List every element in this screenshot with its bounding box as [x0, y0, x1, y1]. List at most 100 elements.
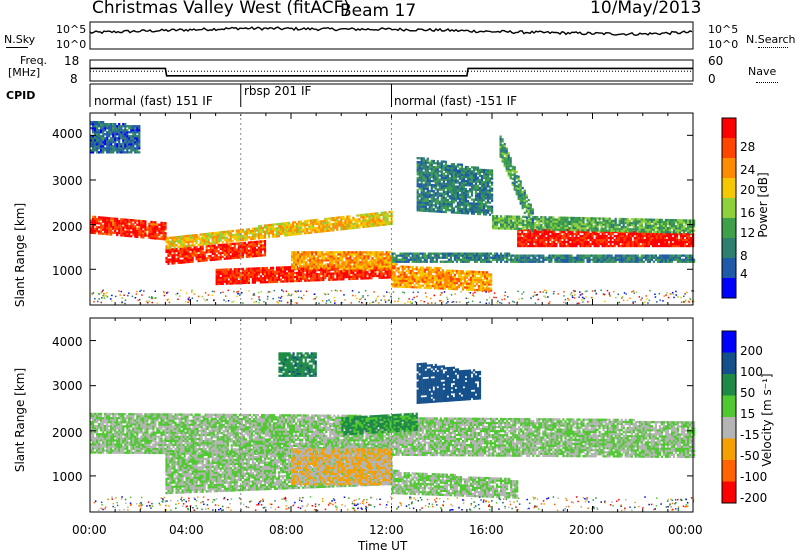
- power-cell: [181, 249, 184, 252]
- power-cell: [104, 125, 107, 128]
- power-cell: [318, 277, 321, 280]
- power-cell: [339, 263, 342, 266]
- power-cell: [231, 250, 234, 254]
- power-cell: [421, 266, 424, 269]
- power-cell: [373, 251, 376, 254]
- power-cell: [346, 217, 349, 220]
- power-cell: [661, 236, 664, 240]
- power-cell: [652, 254, 655, 257]
- power-cell: [171, 262, 174, 265]
- power-cell: [349, 263, 352, 266]
- power-cell: [634, 224, 637, 227]
- power-cell: [451, 271, 454, 274]
- power-cell: [677, 242, 681, 246]
- power-cell: [579, 240, 582, 244]
- power-cell: [92, 141, 95, 144]
- power-cell: [265, 268, 269, 272]
- power-cell: [525, 234, 528, 238]
- power-cell: [114, 125, 117, 128]
- power-cell: [110, 219, 113, 222]
- power-cell: [267, 280, 271, 284]
- power-cell: [365, 251, 368, 254]
- power-cell: [384, 272, 387, 275]
- power-cell: [589, 238, 592, 242]
- power-cell: [205, 232, 208, 236]
- power-cell: [195, 248, 198, 251]
- power-cell: [467, 256, 471, 259]
- power-cell: [401, 254, 404, 257]
- power-cell: [160, 229, 163, 233]
- power-cell: [110, 129, 113, 132]
- power-cell: [562, 218, 565, 221]
- power-cell: [284, 274, 287, 277]
- power-cell: [329, 253, 332, 256]
- power-cell: [132, 149, 135, 152]
- power-cell: [563, 234, 566, 238]
- power-cell: [669, 236, 673, 240]
- power-cell: [292, 280, 295, 283]
- power-cell: [106, 216, 109, 220]
- power-cell: [508, 225, 511, 228]
- power-cell: [265, 228, 269, 231]
- power-cell: [132, 225, 135, 228]
- power-cell: [399, 254, 402, 257]
- power-cell: [383, 265, 386, 268]
- power-cell: [90, 141, 93, 144]
- power-cell: [488, 287, 491, 290]
- power-cell: [666, 258, 670, 261]
- power-cell: [302, 228, 305, 231]
- power-cell: [306, 223, 309, 227]
- power-cell: [525, 238, 528, 242]
- power-cell: [524, 260, 527, 263]
- power-cell: [249, 255, 252, 258]
- power-cell: [550, 260, 553, 263]
- power-cell: [227, 276, 230, 279]
- power-cell: [629, 238, 632, 242]
- power-cell: [126, 149, 129, 152]
- power-cell: [661, 232, 664, 236]
- power-cell: [136, 231, 139, 234]
- power-cell: [533, 236, 536, 240]
- power-cell: [605, 236, 608, 240]
- power-cell: [562, 224, 565, 227]
- power-cell: [229, 274, 232, 277]
- power-cell: [461, 256, 465, 259]
- power-cell: [324, 229, 327, 233]
- power-cell: [427, 256, 430, 259]
- power-cell: [199, 245, 202, 248]
- power-cell: [265, 232, 269, 235]
- power-cell: [576, 260, 579, 263]
- power-cell: [334, 270, 337, 273]
- power-cell: [575, 232, 578, 236]
- power-cell: [348, 221, 351, 224]
- power-cell: [616, 256, 619, 259]
- power-cell: [338, 274, 341, 277]
- power-cell: [134, 135, 137, 138]
- power-cell: [544, 222, 547, 225]
- power-cell: [562, 226, 565, 229]
- power-cell: [311, 263, 314, 266]
- power-cell: [413, 280, 416, 283]
- power-cell: [261, 279, 265, 282]
- power-cell: [595, 232, 598, 236]
- power-cell: [559, 244, 562, 248]
- power-cell: [608, 256, 611, 259]
- power-cell: [251, 229, 254, 233]
- power-cell: [399, 265, 402, 268]
- power-cell: [181, 247, 184, 250]
- power-cell: [388, 220, 391, 224]
- power-cell: [411, 265, 414, 269]
- power-cell: [685, 254, 688, 257]
- power-cell: [484, 271, 487, 274]
- power-cell: [259, 246, 262, 249]
- power-cell: [349, 261, 352, 264]
- power-cell: [427, 286, 430, 289]
- power-cell: [512, 215, 515, 218]
- nsky-tick-top: 10^5: [56, 23, 87, 36]
- power-cell: [191, 248, 194, 251]
- power-cell: [132, 145, 135, 148]
- power-cell: [112, 127, 115, 130]
- power-cell: [690, 244, 693, 248]
- power-cell: [205, 238, 208, 242]
- power-cell: [185, 247, 188, 250]
